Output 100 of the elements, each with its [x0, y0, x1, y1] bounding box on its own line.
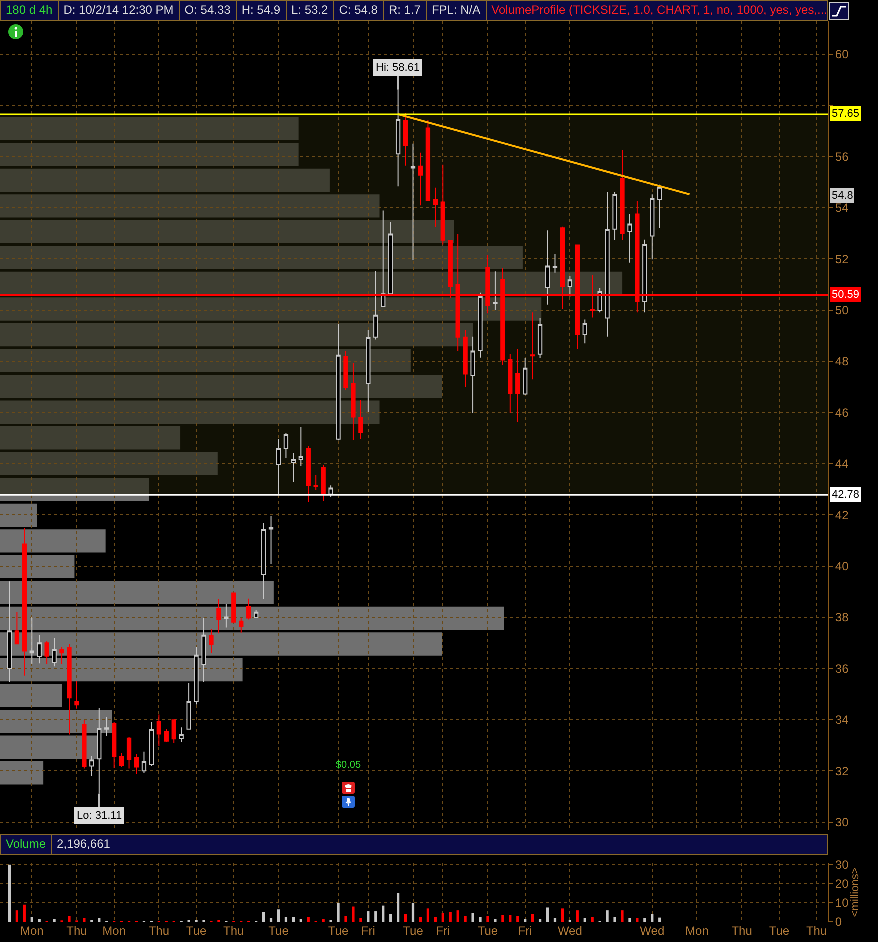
candlestick [119, 752, 124, 768]
candlestick [179, 727, 184, 743]
candlestick [328, 485, 334, 498]
candlestick [52, 638, 57, 668]
bar [284, 917, 288, 922]
x-tick-label: Thu [224, 924, 244, 938]
bar [352, 906, 355, 922]
bar [270, 918, 273, 922]
candlestick [164, 728, 169, 743]
bar [0, 246, 523, 270]
bar [360, 918, 362, 922]
candlestick [650, 194, 655, 260]
bar [434, 917, 437, 922]
ref-line-label: 42.78 [832, 489, 860, 501]
candlestick [381, 210, 386, 308]
bar [644, 918, 646, 922]
bar [404, 914, 408, 922]
bar [262, 912, 266, 922]
bar [0, 555, 75, 579]
candlestick [374, 270, 378, 340]
bar [464, 916, 467, 922]
candlestick [298, 426, 304, 467]
candlestick [568, 276, 573, 298]
x-tick-label: Fri [518, 924, 532, 938]
y-tick-label: 0 [835, 915, 842, 930]
candlestick [224, 604, 229, 628]
candlestick [14, 612, 20, 645]
bar [651, 914, 654, 922]
candlestick [126, 736, 132, 770]
x-tick-label: Mon [20, 924, 44, 938]
bar [576, 910, 579, 922]
candlestick [232, 592, 236, 623]
bar [486, 916, 490, 922]
candlestick [216, 598, 222, 634]
candlestick [7, 581, 12, 683]
candlestick [523, 358, 528, 396]
bar [0, 220, 454, 244]
x-tick-label: Tue [328, 924, 349, 938]
candlestick [239, 618, 244, 634]
bar [412, 902, 415, 922]
bar [0, 684, 62, 708]
bar [591, 917, 594, 922]
candlestick [22, 528, 27, 676]
candlestick [598, 288, 602, 314]
bar [0, 168, 330, 192]
candlestick [74, 681, 80, 710]
x-tick-label: Fri [361, 924, 376, 938]
bar [502, 915, 504, 922]
candlestick [60, 646, 64, 665]
candlestick [276, 438, 282, 496]
bar [0, 374, 442, 398]
annotation: Hi: 58.61 [376, 62, 420, 74]
candlestick [336, 324, 341, 442]
y-tick-label: 30 [835, 816, 850, 830]
y-tick-label: 52 [835, 252, 850, 266]
candlestick [582, 319, 588, 344]
candlestick [538, 318, 543, 359]
bar [554, 918, 557, 922]
candlestick [284, 432, 289, 459]
bar [472, 913, 474, 922]
bar [292, 917, 295, 922]
candlestick [82, 720, 87, 770]
x-tick-label: Tue [403, 924, 424, 938]
x-tick-label: Mon [686, 924, 709, 938]
bar [621, 910, 624, 922]
chart-title: 180 d 4h [1, 1, 59, 20]
bar [0, 581, 274, 604]
bar [344, 916, 348, 922]
bar [538, 919, 542, 922]
candlestick [194, 646, 199, 706]
bar [0, 194, 380, 218]
x-tick-label: Tue [268, 924, 290, 938]
candlestick [366, 330, 371, 413]
bar [68, 916, 71, 922]
bar [0, 762, 44, 785]
candlestick [388, 222, 394, 295]
text: 54.8 [832, 190, 854, 202]
x-tick-label: Fri [436, 924, 450, 938]
candlestick [642, 239, 648, 314]
text: C: 54.8 [334, 1, 384, 20]
candlestick [254, 610, 259, 619]
candlestick [351, 363, 356, 441]
bar [38, 919, 41, 922]
bar [584, 918, 586, 922]
x-tick-label: Tue [478, 924, 498, 938]
bar [98, 918, 101, 922]
candlestick [358, 400, 364, 440]
chart-title: Volume [1, 835, 52, 854]
annotation: $0.05 [336, 760, 362, 771]
y-tick-label: 54 [835, 201, 850, 216]
bar [337, 902, 340, 922]
candlestick [172, 719, 176, 744]
bar [0, 349, 411, 372]
bar [390, 914, 392, 922]
candlestick [530, 312, 536, 380]
bar [374, 912, 378, 922]
bar [658, 918, 662, 922]
bar [628, 918, 632, 922]
y-tick-label: 34 [835, 713, 850, 728]
x-tick-label: Thu [66, 924, 88, 938]
